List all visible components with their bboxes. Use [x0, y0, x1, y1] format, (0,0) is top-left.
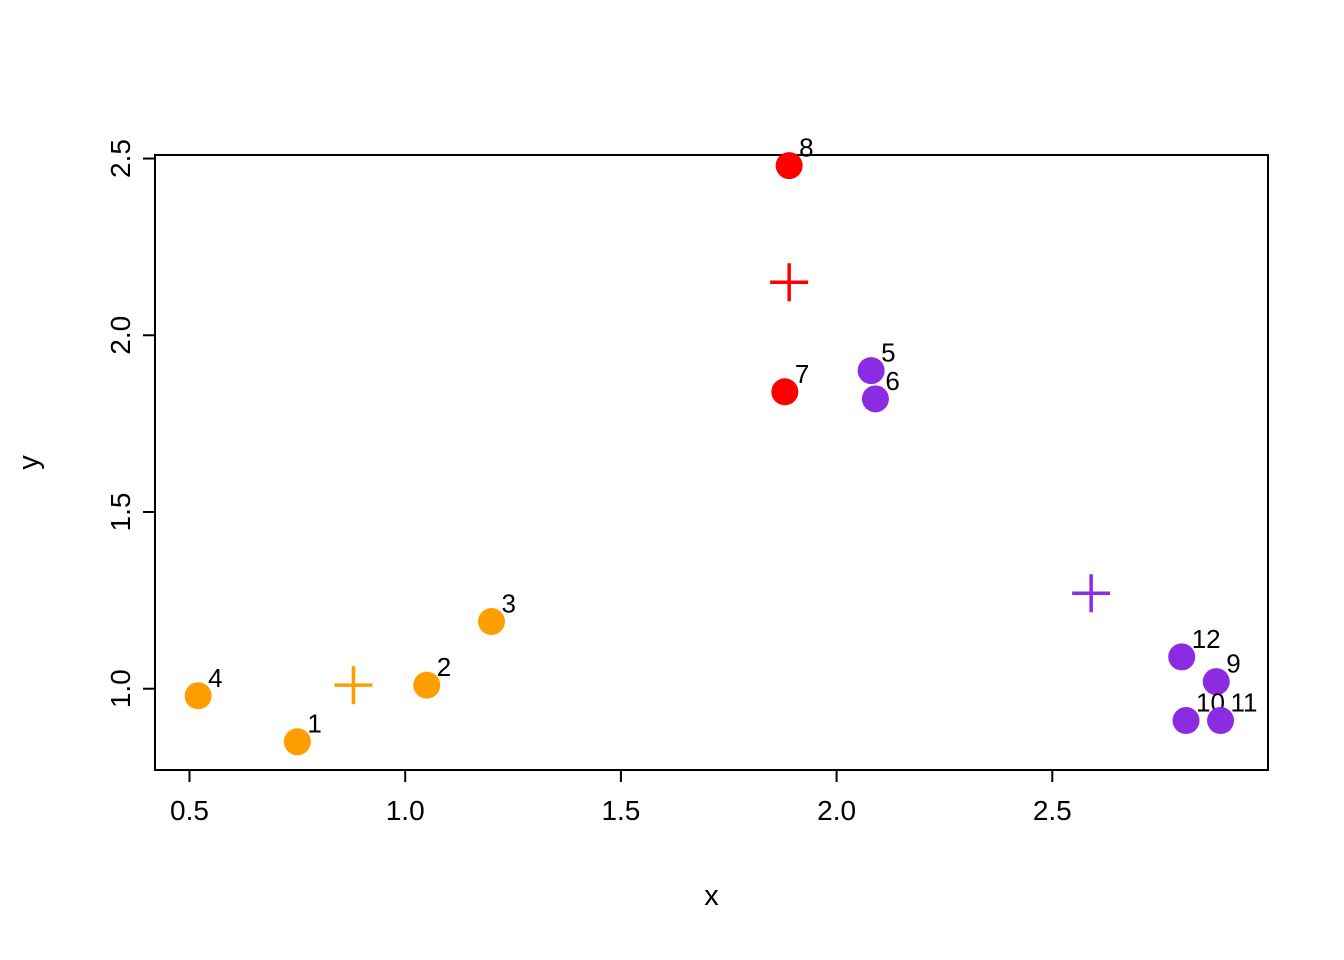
y-axis-tick-label: 2.5: [105, 139, 136, 178]
data-point-2: [413, 671, 441, 699]
point-label-8: 8: [799, 133, 813, 163]
data-point-1: [283, 728, 311, 756]
y-axis-tick-label: 2.0: [105, 316, 136, 355]
point-label-9: 9: [1226, 649, 1240, 679]
point-label-11: 11: [1231, 688, 1258, 718]
point-label-7: 7: [795, 359, 809, 389]
x-axis-tick-label: 1.0: [386, 795, 425, 826]
data-point-7: [771, 378, 799, 406]
data-point-10: [1172, 707, 1200, 735]
data-point-9: [1202, 668, 1230, 696]
data-point-3: [477, 608, 505, 636]
point-label-6: 6: [885, 366, 899, 396]
x-axis-tick-label: 1.5: [601, 795, 640, 826]
y-axis-title: y: [13, 455, 45, 470]
point-label-2: 2: [437, 652, 451, 682]
data-point-5: [857, 357, 885, 385]
point-label-4: 4: [208, 663, 222, 693]
data-point-12: [1168, 643, 1196, 671]
y-axis-tick-label: 1.5: [105, 493, 136, 532]
x-axis-tick-label: 2.0: [817, 795, 856, 826]
y-axis-tick-label: 1.0: [105, 669, 136, 708]
x-axis-tick-label: 2.5: [1033, 795, 1072, 826]
data-point-11: [1207, 707, 1235, 735]
point-label-3: 3: [501, 589, 515, 619]
point-label-12: 12: [1192, 624, 1221, 654]
data-point-4: [184, 682, 212, 710]
data-point-6: [861, 385, 889, 413]
plot-border: [154, 154, 1269, 771]
point-label-1: 1: [307, 709, 321, 739]
point-label-5: 5: [881, 338, 895, 368]
x-axis-title: x: [704, 880, 719, 912]
x-axis-tick-label: 0.5: [170, 795, 209, 826]
data-point-8: [775, 152, 803, 180]
